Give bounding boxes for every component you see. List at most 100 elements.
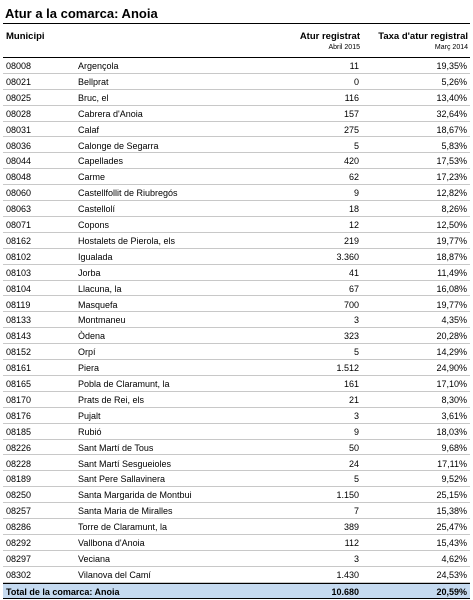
code: 08060 bbox=[6, 188, 32, 199]
code: 08133 bbox=[6, 315, 32, 326]
rate: 24,53% bbox=[436, 569, 467, 580]
municipality: Cabrera d'Anoia bbox=[78, 108, 143, 119]
rate: 9,68% bbox=[441, 442, 467, 453]
municipality: Copons bbox=[78, 220, 110, 230]
rate: 8,30% bbox=[441, 394, 467, 405]
table-row: 08102 Igualada 3.360 18,87% bbox=[3, 249, 470, 265]
table-row: 08152 Orpí 5 14,29% bbox=[3, 344, 470, 361]
municipality: Llacuna, la bbox=[78, 283, 122, 294]
municipality: Vilanova del Camí bbox=[78, 569, 151, 580]
title-rule bbox=[3, 23, 470, 24]
rate: 13,40% bbox=[436, 92, 467, 103]
table-row: 08119 Masquefa 700 19,77% bbox=[3, 297, 470, 313]
table-row: 08189 Sant Pere Sallavinera 5 9,52% bbox=[3, 471, 470, 488]
table-row: 08161 Piera 1.512 24,90% bbox=[3, 360, 470, 376]
table-row: 08143 Òdena 323 20,28% bbox=[3, 328, 470, 345]
rate: 19,77% bbox=[436, 235, 467, 246]
unemployed: 18 bbox=[348, 204, 359, 215]
table-row: 08250 Santa Margarida de Montbui 1.150 25,1… bbox=[3, 487, 470, 504]
table-row: 08048 Carme 62 17,23% bbox=[3, 169, 470, 186]
code: 08302 bbox=[6, 569, 32, 580]
unemployed: 161 bbox=[343, 379, 359, 389]
municipality: Castellolí bbox=[78, 204, 116, 215]
rate: 17,11% bbox=[437, 458, 467, 469]
rate: 17,10% bbox=[436, 379, 467, 389]
unemployed: 116 bbox=[344, 92, 359, 103]
code: 08036 bbox=[6, 140, 32, 151]
code: 08119 bbox=[6, 299, 31, 310]
rate: 5,26% bbox=[441, 76, 467, 87]
unemployed: 41 bbox=[348, 267, 359, 278]
code: 08185 bbox=[6, 426, 32, 437]
table-row: 08063 Castellolí 18 8,26% bbox=[3, 201, 470, 217]
code: 08021 bbox=[6, 76, 32, 87]
unemployed: 3 bbox=[353, 553, 359, 564]
rate: 15,43% bbox=[436, 538, 467, 548]
unemployed: 219 bbox=[343, 235, 359, 246]
unemployed: 67 bbox=[348, 283, 359, 294]
code: 08071 bbox=[6, 220, 32, 230]
table-row: 08226 Sant Martí de Tous 50 9,68% bbox=[3, 440, 470, 456]
table-row: 08133 Montmaneu 3 4,35% bbox=[3, 312, 470, 329]
code: 08170 bbox=[6, 394, 32, 405]
code: 08292 bbox=[6, 538, 32, 548]
rate: 5,83% bbox=[441, 140, 467, 151]
municipality: Sant Martí de Tous bbox=[78, 442, 154, 453]
municipality: Sant Pere Sallavinera bbox=[78, 474, 166, 485]
rate: 19,35% bbox=[436, 61, 467, 71]
municipality: Òdena bbox=[78, 331, 106, 342]
municipality: Jorba bbox=[78, 267, 101, 278]
table-row: 08044 Capellades 420 17,53% bbox=[3, 153, 470, 170]
unemployed: 62 bbox=[348, 172, 359, 183]
header-municipi: Municipi bbox=[6, 31, 45, 42]
rate: 17,53% bbox=[436, 156, 467, 167]
table-row: 08036 Calonge de Segarra 5 5,83% bbox=[3, 138, 470, 154]
code: 08103 bbox=[6, 267, 32, 278]
header-rule bbox=[3, 57, 470, 58]
code: 08104 bbox=[6, 283, 32, 294]
unemployed: 9 bbox=[353, 426, 359, 437]
total-label: Total de la comarca: Anoia bbox=[6, 586, 120, 597]
unemployed: 50 bbox=[348, 442, 359, 453]
municipality: Pujalt bbox=[78, 410, 101, 421]
table-row: 08021 Bellprat 0 5,26% bbox=[3, 74, 470, 90]
code: 08152 bbox=[6, 347, 32, 358]
unemployed: 5 bbox=[353, 140, 359, 151]
rate: 17,23% bbox=[436, 172, 467, 183]
code: 08228 bbox=[6, 458, 32, 469]
unemployed: 12 bbox=[348, 220, 359, 230]
rate: 3,61% bbox=[441, 410, 467, 421]
municipality: Masquefa bbox=[78, 299, 118, 310]
rate: 12,82% bbox=[436, 188, 467, 199]
rate: 25,15% bbox=[436, 490, 467, 501]
unemployed: 5 bbox=[353, 474, 359, 485]
municipality: Calonge de Segarra bbox=[78, 140, 159, 151]
rate: 18,03% bbox=[436, 426, 467, 437]
rate: 18,87% bbox=[436, 251, 467, 262]
table-row: 08008 Argençola 11 19,35% bbox=[3, 58, 470, 74]
header-atur: Atur registrat bbox=[299, 31, 360, 42]
unemployed: 24 bbox=[348, 458, 359, 469]
unemployed: 420 bbox=[343, 156, 359, 167]
municipality: Calaf bbox=[78, 124, 100, 135]
municipality: Veciana bbox=[78, 553, 111, 564]
table-row: 08165 Pobla de Claramunt, la 161 17,10% bbox=[3, 376, 470, 392]
municipality: Bruc, el bbox=[78, 92, 109, 103]
rate: 19,77% bbox=[436, 299, 467, 310]
code: 08161 bbox=[6, 363, 32, 374]
municipality: Bellprat bbox=[78, 76, 109, 87]
municipality: Torre de Claramunt, la bbox=[78, 522, 168, 533]
municipality: Carme bbox=[78, 172, 106, 183]
unemployed: 1.512 bbox=[336, 363, 359, 374]
rate: 15,38% bbox=[436, 506, 467, 517]
unemployed: 11 bbox=[349, 61, 359, 71]
municipality: Rubió bbox=[78, 426, 102, 437]
municipality: Pobla de Claramunt, la bbox=[78, 379, 170, 389]
table-row: 08176 Pujalt 3 3,61% bbox=[3, 408, 470, 424]
municipality: Montmaneu bbox=[78, 315, 126, 326]
municipality: Piera bbox=[78, 363, 100, 374]
municipality: Igualada bbox=[78, 251, 113, 262]
code: 08226 bbox=[6, 442, 32, 453]
municipality: Orpí bbox=[78, 347, 96, 358]
municipality: Argençola bbox=[78, 61, 119, 71]
